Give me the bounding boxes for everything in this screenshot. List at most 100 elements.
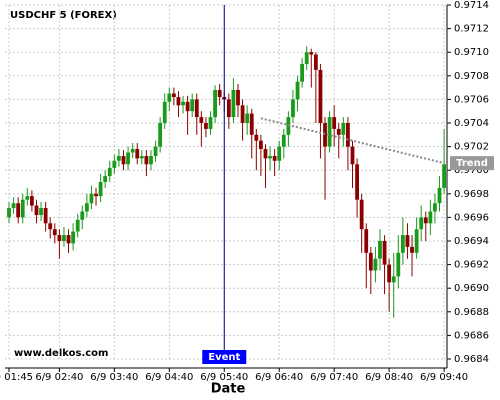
candle-body [313,54,318,70]
candle-body [57,235,62,241]
candle-body [291,99,295,118]
candle-body [66,235,71,244]
event-label-box [202,350,247,364]
y-tick-label: 0.9688 [454,307,489,318]
candle-body [139,156,144,159]
trend-line [260,117,445,165]
candle-body [75,219,80,232]
candle-body [368,252,373,271]
candle-body [428,211,433,224]
candle-body [387,264,392,283]
candle-body [16,203,21,218]
x-axis-label: Date [211,382,246,397]
candle-body [20,199,25,218]
x-tick-label: 6/9 07:40 [310,372,358,383]
candle-body [272,156,277,161]
trend-label: Trend [456,158,488,169]
candle-body [318,69,323,123]
candle-body [300,64,305,82]
candle-body [327,117,332,147]
candle-body [263,148,268,159]
trend-label-box [450,156,494,171]
candle-body [332,117,337,129]
candle-body [167,93,172,102]
candle-body [346,123,350,147]
candle-body [107,167,112,177]
x-tick-label: 6/9 04:40 [145,372,193,383]
candle-body [410,246,414,253]
candle-body [204,123,208,129]
candle-body [419,217,424,230]
plot-area [5,5,447,359]
candle-body [158,123,163,147]
candle-body [236,89,240,106]
candle-body [94,193,98,197]
y-tick-label: 0.9702 [454,142,489,153]
candle-body [11,203,16,208]
candle-body [240,105,245,123]
candle-body [121,156,126,165]
candle-body [259,140,263,149]
candle-body [52,229,57,236]
candle-body [405,235,410,247]
candle-body [185,101,190,112]
y-tick-label: 0.9714 [454,0,489,11]
y-tick-label: 0.9700 [454,165,489,176]
candle-body [149,156,153,165]
candle-body [231,89,236,118]
y-tick-label: 0.9694 [454,236,489,247]
candle-body [341,123,346,135]
candle-body [181,101,185,106]
candle-body [309,52,314,55]
candle-body [190,99,195,112]
candle-body [98,182,103,197]
candle-body [254,134,259,141]
candle-body [359,199,364,230]
candle-body [144,156,149,165]
x-tick-label: 6/9 01:45 [0,372,33,383]
candle-body [277,146,282,161]
x-tick-label: 6/9 09:40 [420,372,468,383]
candle-body [34,205,39,216]
candle-body [414,229,419,253]
candle-body [437,187,442,204]
candle-body [433,203,437,212]
y-tick-label: 0.9686 [454,330,489,341]
candle-body [89,193,94,204]
y-tick-label: 0.9710 [454,47,489,58]
y-tick-label: 0.9684 [454,354,489,365]
candle-body [217,89,222,98]
candle-body [126,152,130,165]
y-tick-label: 0.9706 [454,94,489,105]
candle-body [226,99,231,118]
candle-body [39,207,43,216]
candle-body [135,148,140,159]
candle-body [25,196,30,200]
candle-body [400,235,405,253]
candle-body [323,123,327,147]
y-tick-label: 0.9704 [454,118,489,129]
candle-body [103,176,108,182]
candle-body [162,101,167,123]
candle-body [80,211,85,220]
candle-body [245,113,250,123]
candle-body [373,258,378,271]
candle-body [281,134,286,147]
candle-body [130,148,135,153]
x-tick-label: 6/9 06:40 [255,372,303,383]
y-tick-label: 0.9712 [454,24,489,35]
x-tick-label: 6/9 03:40 [90,372,138,383]
candle-body [336,128,341,135]
candle-body [396,252,401,277]
candle-body [378,241,382,259]
candle-body [84,203,89,212]
candle-body [442,164,446,188]
candle-body [176,97,181,106]
candle-body [117,156,121,161]
candle-body [62,235,66,241]
event-label: Event [208,352,240,363]
candle-body [364,229,369,253]
candle-body [295,81,300,100]
candle-body [199,117,204,123]
chart-title: USDCHF 5 (FOREX) [10,10,117,21]
